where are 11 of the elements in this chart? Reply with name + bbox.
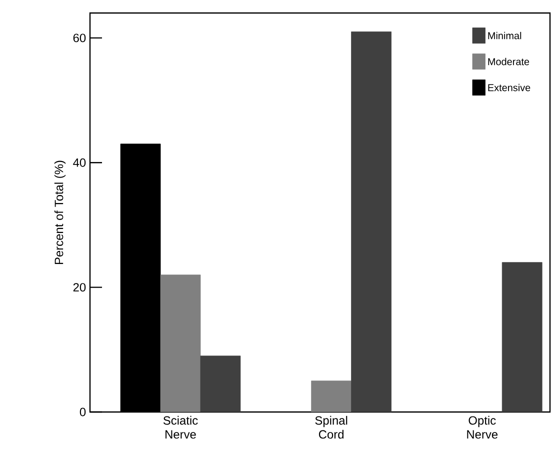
y-tick-label: 0: [80, 408, 86, 416]
x-tick-label: Optic Nerve: [467, 416, 498, 439]
y-axis-title: Percent of Total (%): [54, 160, 66, 264]
legend-label: Extensive: [488, 84, 530, 92]
legend-label: Moderate: [488, 58, 530, 66]
x-tick-label: Spinal Cord: [315, 416, 348, 439]
y-tick-label: 20: [73, 283, 86, 292]
y-tick-label: 60: [73, 34, 86, 42]
x-tick-label: Sciatic Nerve: [163, 416, 198, 439]
y-tick-label: 40: [73, 158, 86, 167]
legend-label: Minimal: [488, 32, 522, 40]
